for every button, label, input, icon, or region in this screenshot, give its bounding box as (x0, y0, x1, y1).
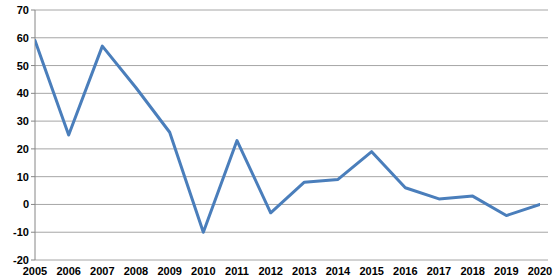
grid-line (35, 232, 548, 233)
y-tick-label: 50 (17, 60, 29, 72)
x-tick-label: 2013 (292, 265, 316, 277)
y-tick-label: 70 (17, 4, 29, 16)
x-tick-label: 2008 (124, 265, 148, 277)
y-tick (31, 260, 35, 261)
x-tick-label: 2012 (258, 265, 282, 277)
y-tick (31, 93, 35, 94)
y-tick (31, 10, 35, 11)
x-tick-label: 2006 (56, 265, 80, 277)
chart-container: -20-100102030405060702005200620072008200… (0, 0, 556, 278)
y-tick-label: 10 (17, 171, 29, 183)
y-tick (31, 232, 35, 233)
x-tick-label: 2015 (359, 265, 383, 277)
y-tick (31, 65, 35, 66)
x-tick-label: 2017 (427, 265, 451, 277)
grid-line (35, 10, 548, 11)
x-tick-label: 2011 (225, 265, 249, 277)
x-tick-label: 2009 (157, 265, 181, 277)
x-tick-label: 2007 (90, 265, 114, 277)
data-line (35, 41, 540, 233)
grid-line (35, 176, 548, 177)
x-tick-label: 2005 (23, 265, 47, 277)
y-tick-label: 40 (17, 87, 29, 99)
plot-area (35, 41, 540, 233)
y-tick-label: 20 (17, 143, 29, 155)
x-tick-label: 2016 (393, 265, 417, 277)
grid-line (35, 37, 548, 38)
grid-line (35, 121, 548, 122)
x-tick-label: 2019 (494, 265, 518, 277)
y-tick (31, 204, 35, 205)
grid-line (35, 204, 548, 205)
x-tick-label: 2020 (528, 265, 552, 277)
y-tick-label: 60 (17, 32, 29, 44)
y-tick (31, 37, 35, 38)
grid-line (35, 65, 548, 66)
y-tick (31, 176, 35, 177)
x-tick-label: 2014 (326, 265, 351, 277)
y-tick-label: -10 (13, 226, 29, 238)
y-tick (31, 121, 35, 122)
y-tick (31, 148, 35, 149)
chart-svg: -20-100102030405060702005200620072008200… (0, 0, 556, 278)
grid-line (35, 260, 548, 261)
grid-line (35, 148, 548, 149)
y-tick-label: 30 (17, 115, 29, 127)
x-tick-label: 2018 (460, 265, 484, 277)
y-axis (35, 10, 36, 260)
y-tick-label: 0 (23, 198, 29, 210)
x-tick-label: 2010 (191, 265, 215, 277)
grid-line (35, 93, 548, 94)
